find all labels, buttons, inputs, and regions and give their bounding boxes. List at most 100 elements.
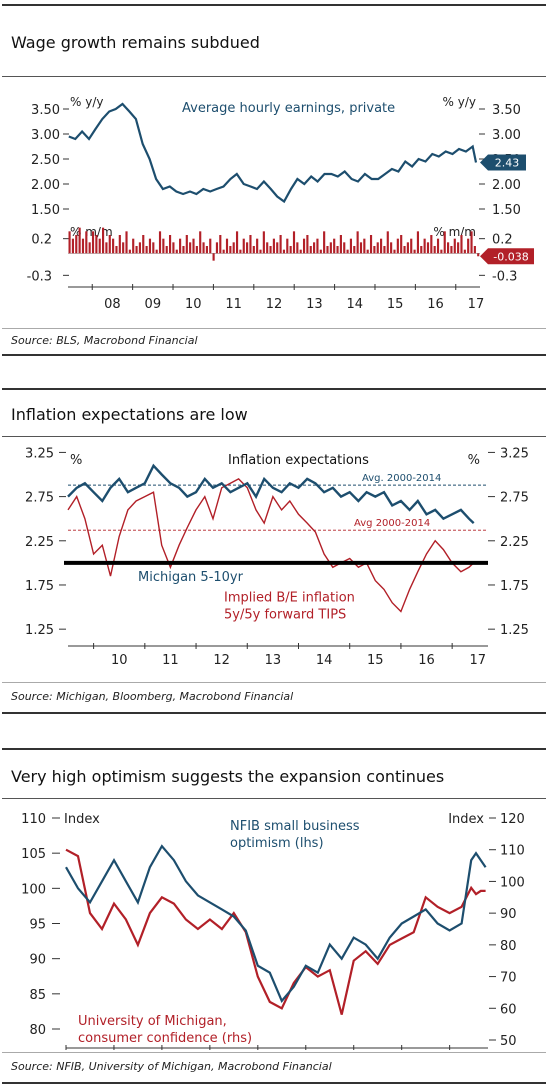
monthly-change-bar — [423, 238, 426, 254]
monthly-change-bar — [239, 249, 242, 254]
y-tick-label-left: 3.50 — [31, 103, 60, 118]
bar-last-value-label: -0.038 — [493, 250, 528, 263]
monthly-change-bar — [393, 249, 396, 254]
monthly-change-bar — [460, 235, 463, 254]
unit-label-left: % — [70, 453, 82, 468]
monthly-change-bar — [319, 249, 322, 254]
y-tick-label-right: 3.00 — [492, 128, 521, 143]
monthly-change-bar — [406, 242, 409, 254]
monthly-change-bar — [85, 231, 88, 254]
monthly-change-bar — [68, 231, 71, 254]
monthly-change-bar — [436, 238, 440, 254]
monthly-change-bar — [282, 249, 286, 254]
monthly-change-bar — [343, 242, 346, 254]
panel-title: Very high optimism suggests the expansio… — [11, 767, 445, 786]
tips-series-label: 5y/5y forward TIPS — [224, 607, 346, 622]
monthly-change-bar — [199, 231, 202, 254]
monthly-change-bar — [205, 246, 208, 254]
monthly-change-bar — [155, 249, 158, 254]
monthly-change-bar — [447, 242, 450, 254]
x-tick-label: 14 — [347, 297, 364, 312]
nfib-optimism-line — [65, 844, 487, 1003]
y-tick-label-left: 2.00 — [31, 178, 60, 193]
average-hourly-earnings-line — [68, 102, 478, 204]
average-reference-label: Avg 2000-2014 — [354, 518, 430, 529]
monthly-change-bar — [420, 246, 423, 254]
monthly-change-bar — [380, 238, 383, 254]
monthly-change-bar — [262, 231, 265, 254]
monthly-change-bar — [259, 249, 262, 254]
monthly-change-bar — [222, 249, 225, 254]
title-separator — [2, 76, 546, 77]
wage-growth-panel: Wage growth remains subdued % y/y % y/y Av… — [2, 4, 546, 356]
monthly-change-bar — [182, 246, 185, 254]
x-tick-label: 17 — [468, 297, 485, 312]
monthly-change-bar — [215, 242, 219, 254]
monthly-change-bar — [105, 242, 108, 254]
monthly-change-bar — [336, 246, 339, 254]
bar-y-tick-label-left: -0.3 — [27, 269, 52, 284]
michigan-series-label: Michigan 5-10yr — [138, 570, 244, 585]
monthly-change-bar — [440, 249, 443, 254]
x-tick-label: 15 — [387, 297, 404, 312]
monthly-change-bar — [256, 238, 259, 254]
monthly-change-bar — [175, 249, 178, 254]
monthly-change-bar — [272, 238, 275, 254]
optimism-panel: Very high optimism suggests the expansio… — [2, 748, 546, 1084]
y-tick-label-left: 1.50 — [31, 203, 60, 218]
y-tick-label-right: 50 — [500, 1034, 517, 1049]
monthly-change-bar — [122, 242, 125, 254]
bar-last-value-badge — [480, 248, 534, 265]
monthly-change-bar — [383, 246, 386, 254]
monthly-change-bar — [353, 246, 356, 254]
chart-source: Source: NFIB, University of Michigan, Ma… — [11, 1060, 332, 1073]
monthly-change-bar — [95, 235, 98, 254]
monthly-change-bar — [219, 235, 222, 254]
y-tick-label-right: 80 — [500, 939, 517, 954]
monthly-change-bar — [229, 246, 232, 254]
monthly-change-bar — [71, 238, 74, 254]
monthly-change-bar — [443, 231, 446, 254]
annotation-title: Inflation expectations — [228, 453, 369, 468]
confidence-series-label: University of Michigan, — [78, 1014, 227, 1029]
monthly-change-bar — [286, 238, 289, 254]
monthly-change-bar — [202, 242, 205, 254]
monthly-change-bar — [313, 242, 316, 254]
inflation-expectations-chart: % % Inflation expectations 3.25 3.25 2.75 2.75… — [25, 446, 529, 668]
wage-growth-chart: % y/y % y/y Average hourly earnings, priva… — [27, 95, 534, 312]
monthly-change-bar — [289, 246, 292, 254]
monthly-change-bar — [306, 235, 309, 254]
unit-label-right: Index — [448, 812, 484, 827]
monthly-change-bar — [81, 238, 85, 254]
monthly-change-bar — [413, 249, 416, 254]
monthly-change-bar — [125, 231, 128, 254]
y-tick-label-left: 2.25 — [25, 535, 54, 550]
monthly-change-bar — [430, 235, 433, 254]
y-tick-label-right: 1.50 — [492, 203, 521, 218]
monthly-change-bar — [363, 238, 366, 254]
monthly-change-bar — [165, 246, 168, 254]
monthly-change-bar — [192, 238, 195, 254]
panel-title: Inflation expectations are low — [11, 405, 248, 424]
x-tick-label: 13 — [265, 653, 282, 668]
monthly-change-bar — [416, 231, 420, 254]
monthly-change-bar — [339, 235, 342, 254]
x-tick-label: 16 — [427, 297, 444, 312]
monthly-change-bar — [152, 242, 155, 254]
optimism-chart: Index Index 110 105 100 95 90 85 80 120 110 100 90 80… — [21, 812, 525, 1050]
monthly-change-bar — [453, 238, 456, 254]
monthly-change-bar — [299, 249, 302, 254]
source-separator — [2, 1052, 546, 1053]
monthly-change-bar — [242, 238, 245, 254]
monthly-change-bar — [477, 253, 480, 257]
monthly-change-bar — [433, 246, 436, 254]
bar-unit-label-right: % m/m — [433, 225, 476, 239]
chart-source: Source: Michigan, Bloomberg, Macrobond F… — [11, 690, 294, 703]
monthly-change-bar — [142, 235, 145, 254]
monthly-change-bar — [112, 238, 115, 254]
source-separator — [2, 682, 546, 683]
y-tick-label-left: 80 — [29, 1023, 46, 1038]
monthly-change-bar — [189, 242, 192, 254]
monthly-change-bar — [235, 231, 239, 254]
nfib-series-label: NFIB small business — [230, 819, 360, 834]
